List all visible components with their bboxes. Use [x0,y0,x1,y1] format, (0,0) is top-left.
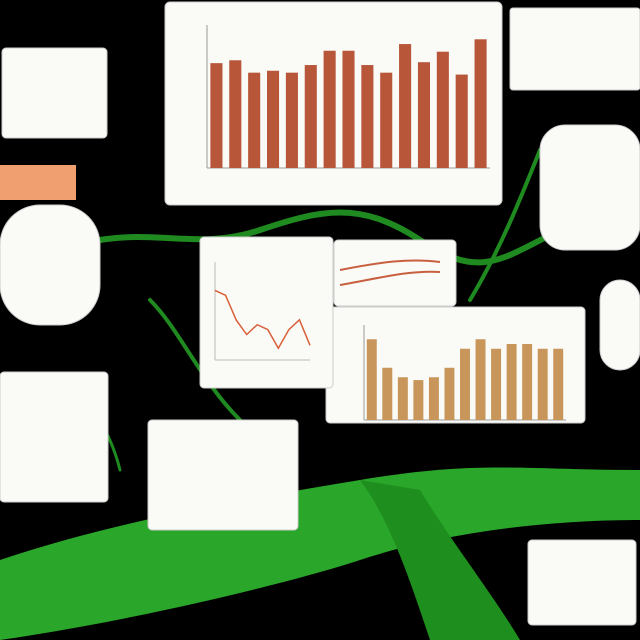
green-branch [360,480,520,640]
bar [304,65,317,168]
chart-panel [199,236,334,389]
bar [460,348,470,420]
bar [553,348,564,420]
bar [397,377,408,420]
bar [323,50,336,168]
panel [599,279,640,371]
side-panels [0,7,640,626]
panel [509,7,640,91]
panel [333,239,457,307]
line [214,289,311,350]
bar [210,63,223,169]
panel [539,124,640,251]
panel [0,371,109,503]
vines [0,148,640,640]
bar [444,367,455,420]
bar [248,72,261,168]
bar [361,65,374,168]
bar [537,348,548,420]
bar [342,50,355,168]
bar [428,377,439,420]
bar [266,70,280,168]
panel [147,419,299,531]
bar [380,72,393,168]
panel [0,204,101,326]
bar [475,339,486,420]
bar [491,348,502,420]
bar [366,339,377,420]
bar [506,344,517,420]
green-branch [0,467,640,640]
bar [413,380,424,420]
panel [0,165,76,200]
bar [474,39,487,168]
bar [399,44,412,168]
bar [285,72,298,168]
panel [527,539,637,626]
bar [229,60,242,169]
marks [206,25,566,421]
panel [1,47,108,139]
bar [436,51,449,169]
bar [455,74,468,168]
bar [417,62,431,168]
decoration [339,259,441,286]
bar [382,367,393,420]
bar [522,344,533,420]
